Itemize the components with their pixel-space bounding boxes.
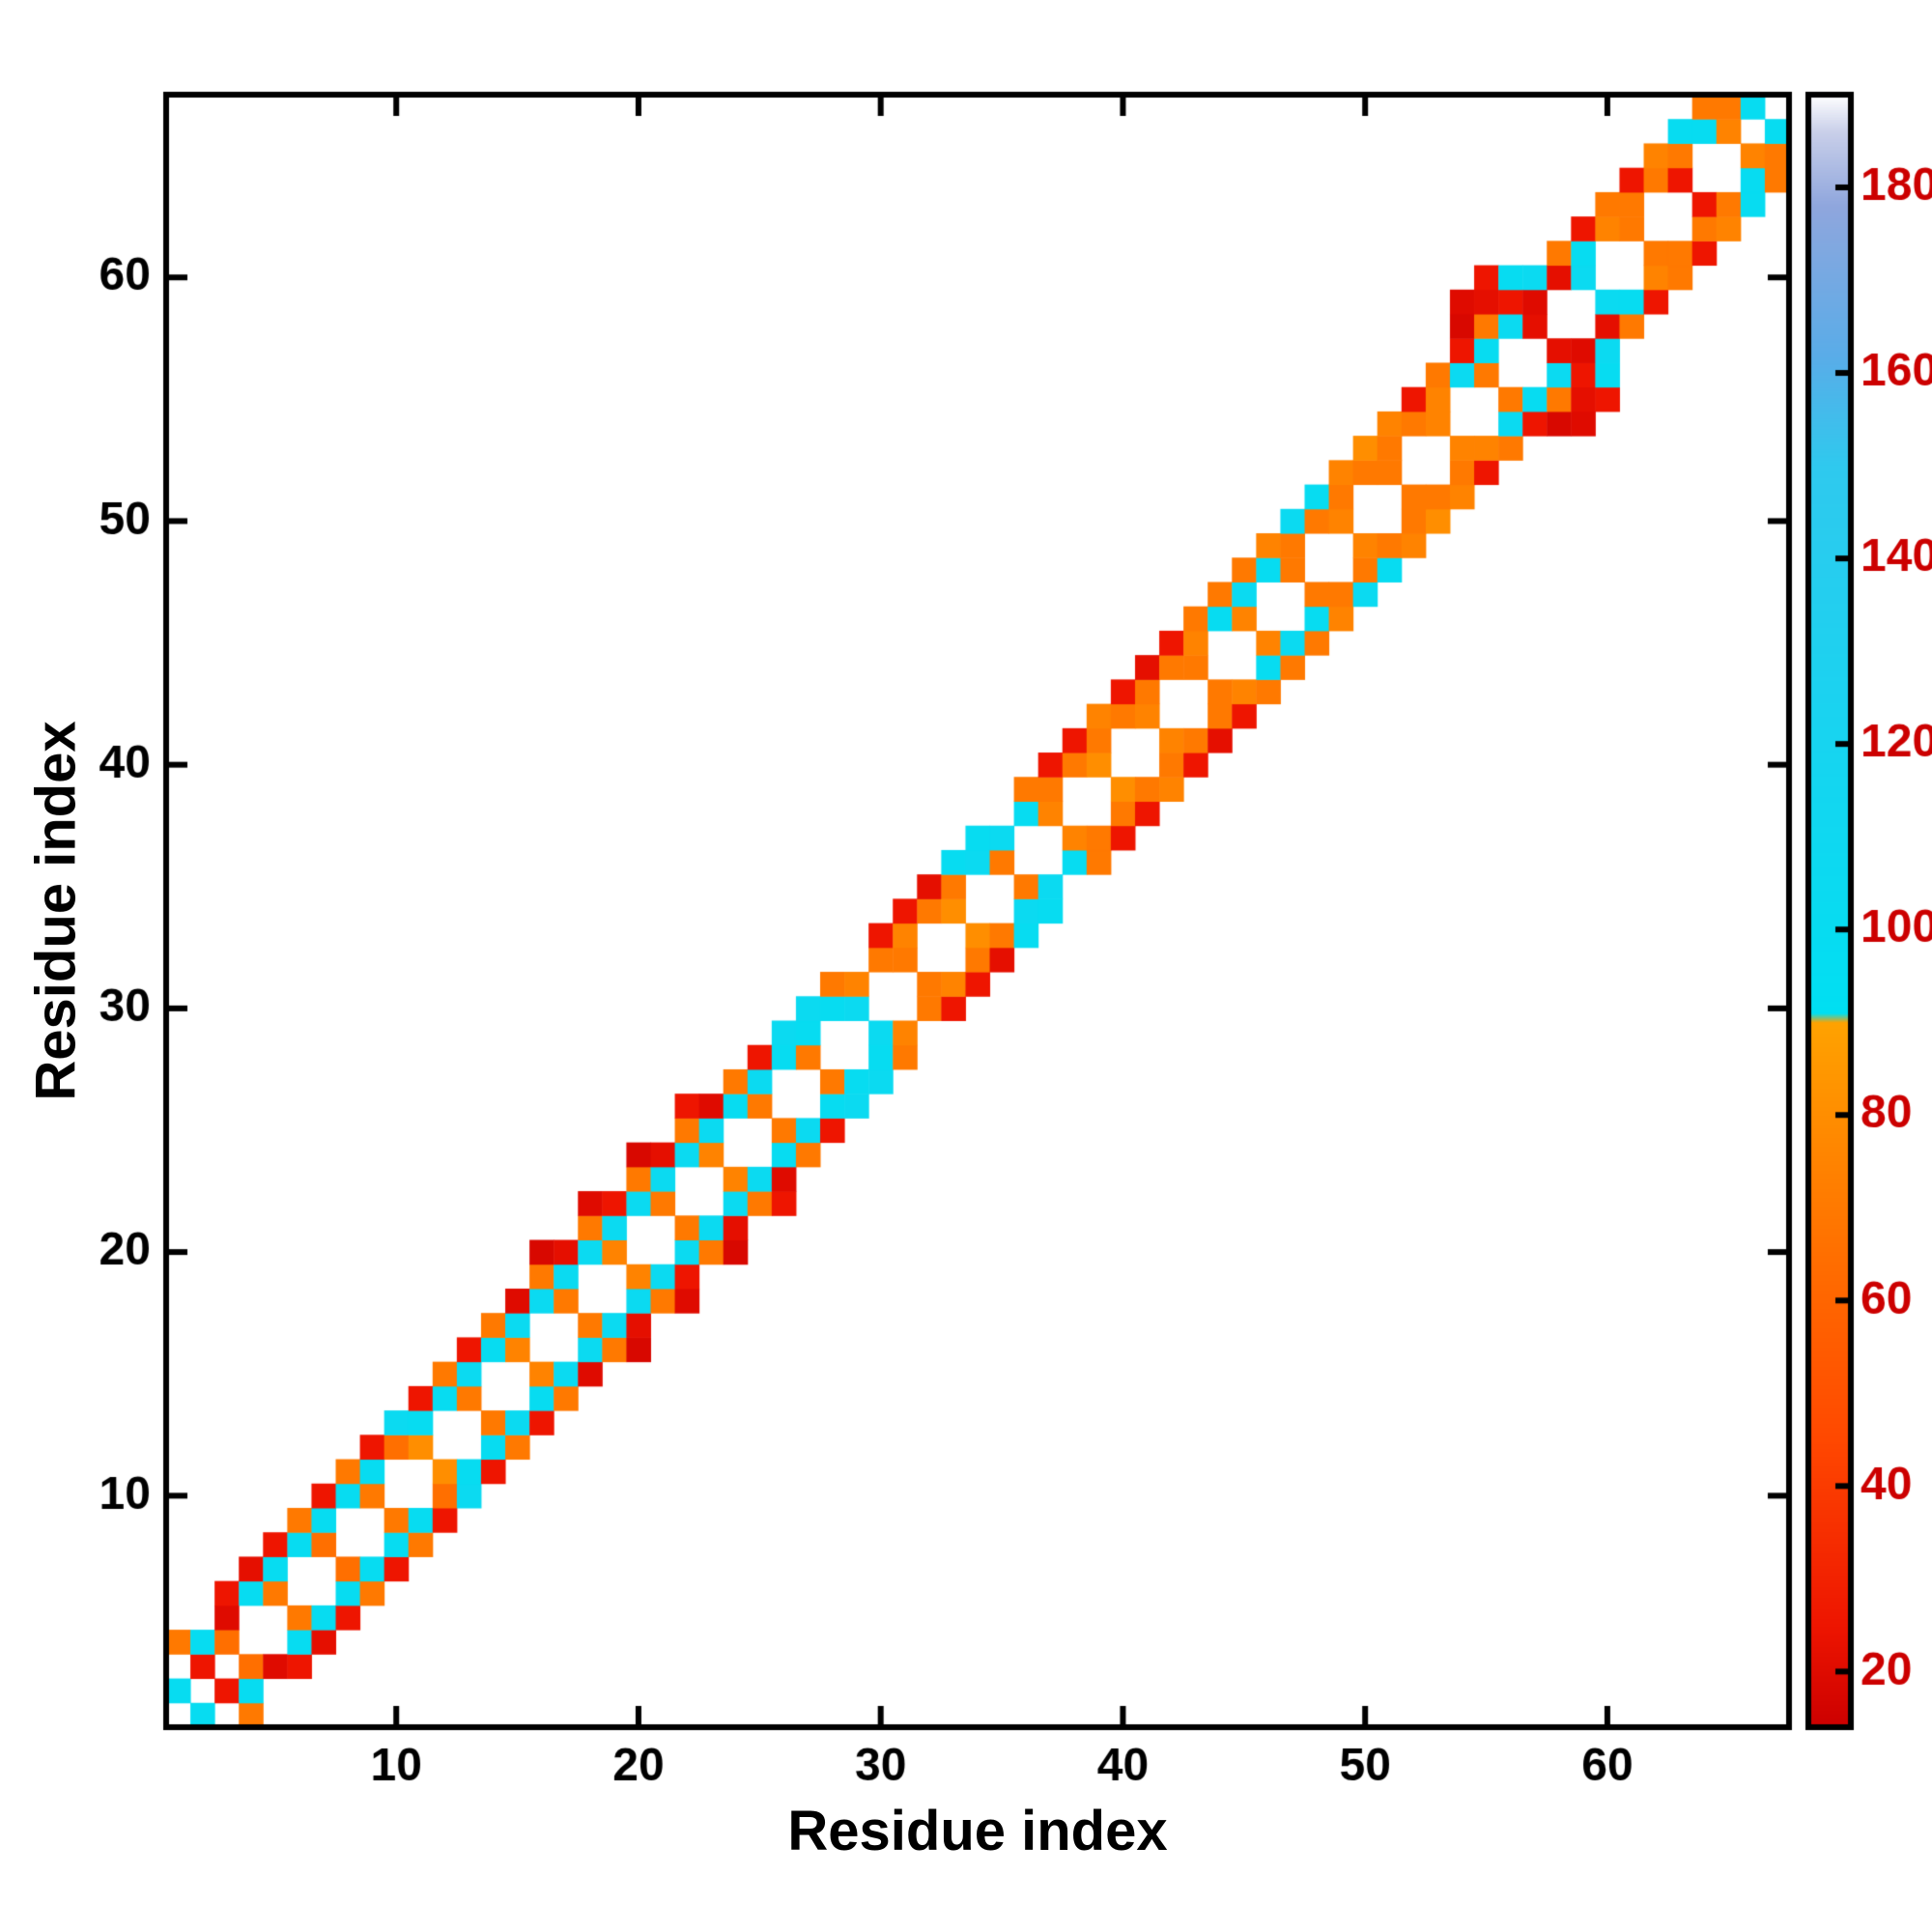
x-axis-title: Residue index	[787, 1800, 1168, 1862]
y-axis-title: Residue index	[24, 721, 88, 1101]
